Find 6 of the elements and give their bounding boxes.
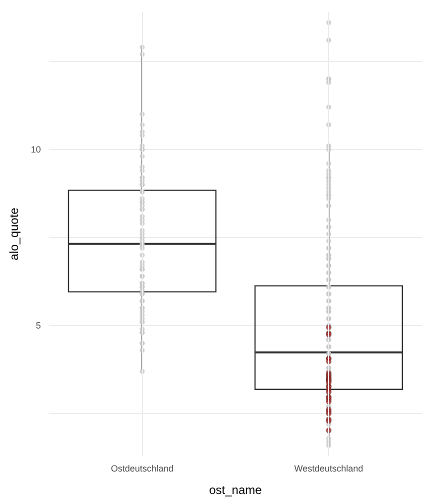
x-tick-label: Ostdeutschland — [110, 464, 174, 474]
y-axis-title: alo_quote — [7, 207, 21, 260]
x-tick-label: Westdeutschland — [294, 464, 364, 474]
y-tick-label: 5 — [36, 320, 41, 331]
y-tick-label: 10 — [30, 144, 41, 154]
x-axis-title: ost_name — [209, 483, 262, 497]
